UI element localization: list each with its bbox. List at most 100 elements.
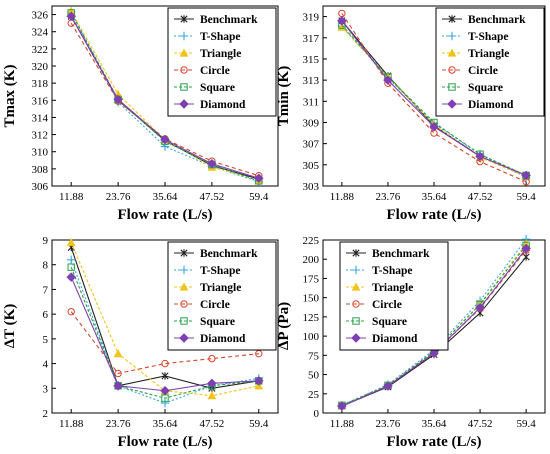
x-tick-label: 23.76 [106, 418, 131, 430]
data-point [161, 372, 169, 380]
y-tick-label: 316 [32, 95, 49, 107]
data-point [521, 243, 531, 254]
legend-marker [447, 48, 457, 57]
data-point [475, 151, 485, 162]
x-axis-label: Flow rate (L/s) [118, 207, 213, 223]
y-tick-label: 303 [303, 181, 320, 193]
y-tick-label: 75 [308, 350, 320, 362]
data-point [254, 376, 264, 386]
y-tick-label: 306 [32, 181, 49, 193]
legend-label: Triangle [468, 48, 509, 60]
legend: Benchmark T-Shape Triangle Circle Square Diam… [167, 7, 277, 117]
y-tick-label: 6 [43, 309, 49, 321]
y-tick-label: 317 [303, 33, 320, 45]
legend-box [167, 241, 277, 351]
legend-marker [179, 333, 189, 343]
x-tick-label: 35.64 [153, 418, 178, 430]
data-point [161, 359, 169, 368]
y-tick-label: 0 [314, 408, 320, 420]
y-tick-label: 175 [303, 273, 320, 285]
y-tick-label: 310 [32, 147, 49, 159]
data-point [66, 11, 76, 22]
legend-label: T-Shape [200, 265, 241, 277]
legend-marker [351, 282, 361, 291]
data-point [208, 354, 216, 363]
y-tick-label: 305 [303, 160, 320, 172]
x-tick-label: 47.52 [200, 418, 225, 430]
data-point [113, 94, 123, 105]
legend-label: Square [200, 316, 235, 328]
legend-label: T-Shape [200, 31, 241, 43]
series-diamond [66, 11, 264, 184]
legend-marker [180, 83, 188, 91]
data-point [254, 173, 264, 184]
x-axis-label: Flow rate (L/s) [387, 207, 482, 223]
data-point [337, 401, 347, 411]
y-tick-label: 3 [43, 383, 49, 395]
x-tick-label: 35.64 [422, 418, 447, 430]
y-tick-label: 125 [303, 312, 320, 324]
legend-marker [180, 66, 188, 74]
series-line [70, 22, 259, 177]
x-tick-label: 47.52 [468, 191, 493, 203]
legend-label: Circle [200, 299, 230, 311]
y-tick-label: 312 [32, 130, 49, 142]
x-tick-label: 59.4 [517, 418, 537, 430]
data-point [383, 381, 393, 391]
y-tick-label: 50 [308, 370, 320, 382]
y-tick-label: 307 [303, 139, 320, 151]
legend-label: Circle [468, 65, 498, 77]
y-axis-label: ΔP (Pa) [276, 302, 292, 350]
x-tick-label: 23.76 [376, 191, 401, 203]
legend-box [435, 7, 545, 117]
legend-marker [448, 15, 456, 23]
legend-marker [179, 48, 189, 57]
legend-marker [179, 99, 189, 109]
data-point [66, 237, 76, 247]
legend-label: Triangle [372, 282, 413, 294]
y-tick-label: 309 [303, 117, 320, 129]
y-tick-label: 314 [32, 112, 49, 124]
y-tick-label: 308 [32, 164, 49, 176]
y-tick-label: 100 [303, 331, 320, 343]
legend-box [167, 7, 277, 117]
y-tick-label: 5 [43, 334, 49, 346]
y-axis-label: Tmax (K) [2, 65, 18, 128]
legend-label: Diamond [200, 333, 246, 345]
x-tick-label: 23.76 [106, 191, 131, 203]
legend: Benchmark T-Shape Triangle Circle Square Diam… [339, 241, 449, 351]
legend-marker [447, 31, 457, 41]
data-point [67, 255, 76, 264]
legend-label: Benchmark [200, 248, 258, 260]
legend-label: T-Shape [372, 265, 413, 277]
data-point [521, 170, 531, 181]
chart-tmin: 303 305 307 309 311 313 315 317 319 11.88 23.76 35.… [276, 5, 546, 223]
data-point [522, 253, 530, 261]
y-tick-label: 150 [303, 293, 320, 305]
x-tick-label: 11.88 [330, 191, 355, 203]
legend-label: Square [468, 82, 503, 94]
data-point [66, 272, 76, 282]
y-tick-label: 311 [303, 96, 319, 108]
y-tick-label: 324 [32, 27, 49, 39]
x-tick-label: 11.88 [59, 191, 84, 203]
series-line [70, 311, 259, 375]
legend-marker [352, 317, 360, 325]
y-tick-label: 225 [303, 235, 320, 247]
legend-label: Circle [200, 65, 230, 77]
legend-label: Triangle [200, 282, 241, 294]
legend-marker [448, 66, 456, 74]
legend-label: Diamond [372, 333, 418, 345]
data-point [429, 121, 439, 132]
legend-marker [448, 83, 456, 91]
y-tick-label: 320 [32, 61, 49, 73]
x-tick-label: 35.64 [153, 191, 178, 203]
y-tick-label: 200 [303, 254, 320, 266]
legend-label: Triangle [200, 48, 241, 60]
legend-box [339, 241, 449, 351]
series-diamond [337, 243, 531, 411]
data-point [207, 391, 217, 400]
data-point [207, 158, 217, 169]
chart-tmax: 306 308 310 312 314 316 318 320 322 324 326 11.88 23… [2, 5, 279, 223]
